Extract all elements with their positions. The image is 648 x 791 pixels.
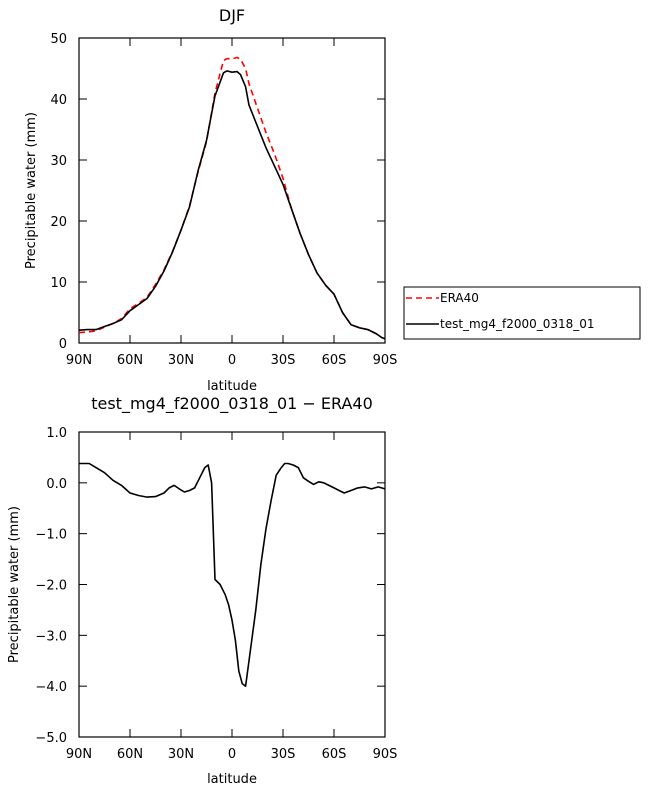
top-panel: DJF 90N 60N 30N 0 30S 60S 90S 0 10 20 30 40 50 lati… [24, 6, 641, 394]
series-line-difference [79, 462, 386, 688]
y-tick-label: −1.0 [35, 528, 67, 543]
legend-label-test: test_mg4_f2000_0318_01 [440, 317, 595, 331]
x-tick-label: 0 [228, 353, 236, 368]
series-line-era40 [78, 56, 386, 340]
bottom-panel: test_mg4_f2000_0318_01 − ERA40 90N 60N 30N… [7, 394, 397, 787]
y-tick-label: 50 [50, 32, 67, 47]
x-tick-label: 60S [322, 353, 347, 368]
plot-frame [78, 431, 386, 738]
y-axis-label: Precipitable water (mm) [24, 112, 39, 269]
x-tick-label: 30S [271, 353, 296, 368]
x-tick-label: 30S [271, 747, 296, 762]
x-tick-label: 90N [66, 353, 92, 368]
y-tick-label: −5.0 [35, 731, 67, 746]
legend-box [403, 286, 641, 340]
plot-frame [78, 37, 386, 344]
y-tick-label: 40 [50, 93, 67, 108]
y-tick-label: 0.0 [46, 477, 67, 492]
y-tick-label: −4.0 [35, 680, 67, 695]
y-axis-label: Precipitable water (mm) [7, 506, 22, 663]
x-tick-labels: 90N 60N 30N 0 30S 60S 90S [66, 747, 398, 762]
legend-label-era40: ERA40 [440, 291, 479, 305]
x-tick-label: 90S [373, 747, 398, 762]
y-tick-label: 10 [50, 276, 67, 291]
series-line-test-mg4-f2000-0318-01 [78, 70, 386, 340]
y-tick-label: 20 [50, 215, 67, 230]
tick-marks [78, 431, 386, 738]
x-tick-label: 0 [228, 747, 236, 762]
y-tick-label: 1.0 [46, 426, 67, 441]
y-tick-label: −3.0 [35, 629, 67, 644]
y-tick-label: 30 [50, 154, 67, 169]
chart-title: DJF [219, 6, 245, 25]
series-lines [79, 462, 386, 688]
x-tick-label: 60S [322, 747, 347, 762]
y-tick-labels: 0 10 20 30 40 50 [50, 32, 67, 352]
y-tick-labels: −5.0 −4.0 −3.0 −2.0 −1.0 0.0 1.0 [35, 426, 67, 746]
legend: ERA40 test_mg4_f2000_0318_01 [403, 286, 641, 340]
x-tick-label: 30N [168, 747, 194, 762]
tick-marks [78, 37, 386, 344]
x-tick-labels: 90N 60N 30N 0 30S 60S 90S [66, 353, 398, 368]
x-tick-label: 60N [117, 747, 143, 762]
y-tick-label: −2.0 [35, 579, 67, 594]
x-tick-label: 90N [66, 747, 92, 762]
y-tick-label: 0 [59, 337, 67, 352]
x-axis-label: latitude [207, 772, 257, 787]
chart-title: test_mg4_f2000_0318_01 − ERA40 [91, 394, 373, 414]
x-tick-label: 60N [117, 353, 143, 368]
x-tick-label: 30N [168, 353, 194, 368]
x-tick-label: 90S [373, 353, 398, 368]
x-axis-label: latitude [207, 379, 257, 394]
series-lines [78, 56, 386, 340]
